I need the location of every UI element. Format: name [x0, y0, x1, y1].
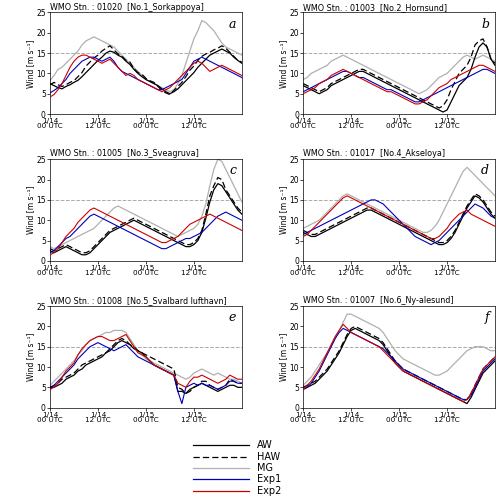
Text: WMO Stn. : 01003  [No.2_Hornsund]: WMO Stn. : 01003 [No.2_Hornsund] [303, 2, 448, 11]
Text: MG: MG [257, 463, 273, 473]
Y-axis label: Wind [m s⁻¹]: Wind [m s⁻¹] [26, 39, 35, 88]
Y-axis label: Wind [m s⁻¹]: Wind [m s⁻¹] [26, 186, 35, 234]
Text: AW: AW [257, 440, 273, 450]
Text: a: a [228, 17, 236, 30]
Y-axis label: Wind [m s⁻¹]: Wind [m s⁻¹] [279, 186, 288, 234]
Text: c: c [229, 164, 236, 177]
Text: WMO Stn. : 01008  [No.5_Svalbard lufthavn]: WMO Stn. : 01008 [No.5_Svalbard lufthavn… [50, 296, 227, 305]
Text: f: f [484, 311, 489, 324]
Y-axis label: Wind [m s⁻¹]: Wind [m s⁻¹] [279, 39, 288, 88]
Text: Exp1: Exp1 [257, 475, 281, 485]
Text: e: e [228, 311, 236, 324]
Text: b: b [481, 17, 489, 30]
Text: WMO Stn. : 01005  [No.3_Sveagruva]: WMO Stn. : 01005 [No.3_Sveagruva] [50, 149, 199, 158]
Text: d: d [481, 164, 489, 177]
Y-axis label: Wind [m s⁻¹]: Wind [m s⁻¹] [279, 333, 288, 381]
Text: WMO Stn. : 01007  [No.6_Ny-alesund]: WMO Stn. : 01007 [No.6_Ny-alesund] [303, 296, 454, 305]
Text: WMO Stn. : 01020  [No.1_Sorkappoya]: WMO Stn. : 01020 [No.1_Sorkappoya] [50, 2, 204, 11]
Text: WMO Stn. : 01017  [No.4_Akseloya]: WMO Stn. : 01017 [No.4_Akseloya] [303, 149, 446, 158]
Text: HAW: HAW [257, 452, 280, 462]
Y-axis label: Wind [m s⁻¹]: Wind [m s⁻¹] [26, 333, 35, 381]
Text: Exp2: Exp2 [257, 486, 281, 496]
